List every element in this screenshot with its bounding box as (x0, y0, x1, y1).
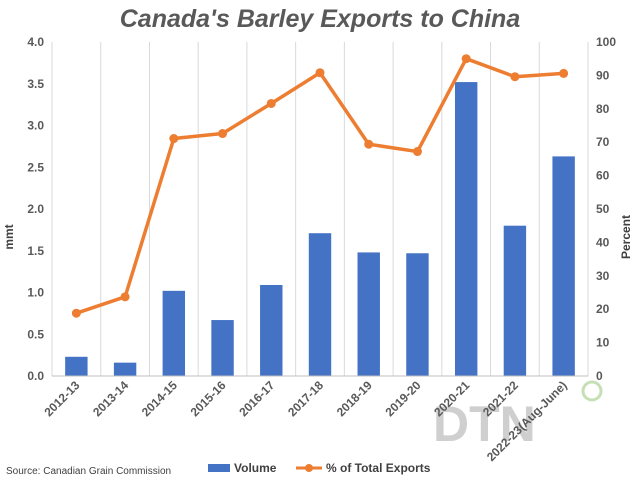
y2-tick-label: 30 (596, 269, 610, 283)
y-tick-label: 1.0 (27, 286, 44, 300)
y-tick-label: 1.5 (27, 244, 44, 258)
percent-point (169, 134, 179, 144)
percent-point (71, 308, 81, 318)
volume-bar (260, 284, 283, 376)
x-tick-label: 2015-16 (188, 378, 229, 419)
x-tick-label: 2019-20 (383, 378, 424, 419)
grid (51, 42, 589, 376)
percent-point (461, 54, 471, 64)
percent-point (266, 98, 276, 108)
volume-bar (308, 233, 332, 376)
percent-point (364, 139, 374, 149)
legend-volume-swatch (208, 464, 230, 472)
source-note: Source: Canadian Grain Commission (6, 466, 171, 477)
dtn-logo-mark (581, 380, 603, 402)
legend-percent-marker (305, 464, 313, 472)
y2-tick-label: 70 (596, 135, 610, 149)
x-tick-label: 2017-18 (285, 378, 326, 419)
y-tick-label: 3.0 (27, 119, 44, 133)
volume-bars (65, 82, 575, 376)
percent-line (71, 54, 569, 318)
x-tick-label: 2016-17 (236, 378, 277, 419)
percent-point (510, 72, 520, 82)
y-tick-label: 0.5 (27, 327, 44, 341)
y2-tick-label: 10 (596, 336, 610, 350)
volume-bar (503, 225, 527, 376)
percent-point (559, 68, 569, 78)
x-tick-label: 2013-14 (90, 378, 131, 419)
y2-tick-label: 100 (596, 35, 616, 49)
legend-percent-label: % of Total Exports (326, 461, 431, 475)
y2-tick-label: 90 (596, 68, 610, 82)
volume-bar (552, 156, 575, 376)
y2-tick-label: 80 (596, 102, 610, 116)
volume-bar (65, 356, 88, 376)
y-tick-label: 2.5 (27, 160, 44, 174)
y2-axis-title: Percent (619, 215, 633, 259)
y2-tick-label: 60 (596, 169, 610, 183)
dtn-logo-text: DTN (433, 396, 536, 452)
volume-bar (162, 290, 186, 376)
y2-tick-label: 50 (596, 202, 610, 216)
percent-point (315, 68, 325, 78)
volume-bar (357, 252, 380, 376)
y2-tick-label: 0 (596, 369, 603, 383)
y-tick-label: 4.0 (27, 35, 44, 49)
percent-point (120, 292, 130, 302)
legend: Volume % of Total Exports (208, 461, 431, 475)
y-tick-label: 2.0 (27, 202, 44, 216)
x-tick-label: 2018-19 (334, 378, 375, 419)
volume-bar (454, 82, 478, 376)
chart-title: Canada's Barley Exports to China (120, 5, 521, 33)
dtn-logo-watermark: DTN (433, 380, 603, 452)
volume-bar (211, 320, 234, 376)
y2-tick-label: 40 (596, 235, 610, 249)
y2-tick-label: 20 (596, 302, 610, 316)
volume-bar (406, 253, 429, 376)
legend-volume-label: Volume (234, 461, 277, 475)
x-tick-label: 2012-13 (41, 378, 82, 419)
y-axis-title: mmt (2, 224, 16, 249)
volume-bar (113, 362, 137, 376)
y-tick-label: 0.0 (27, 369, 44, 383)
percent-point (218, 129, 228, 139)
percent-point (412, 147, 422, 157)
y-tick-label: 3.5 (27, 77, 44, 91)
x-tick-label: 2014-15 (139, 378, 180, 419)
